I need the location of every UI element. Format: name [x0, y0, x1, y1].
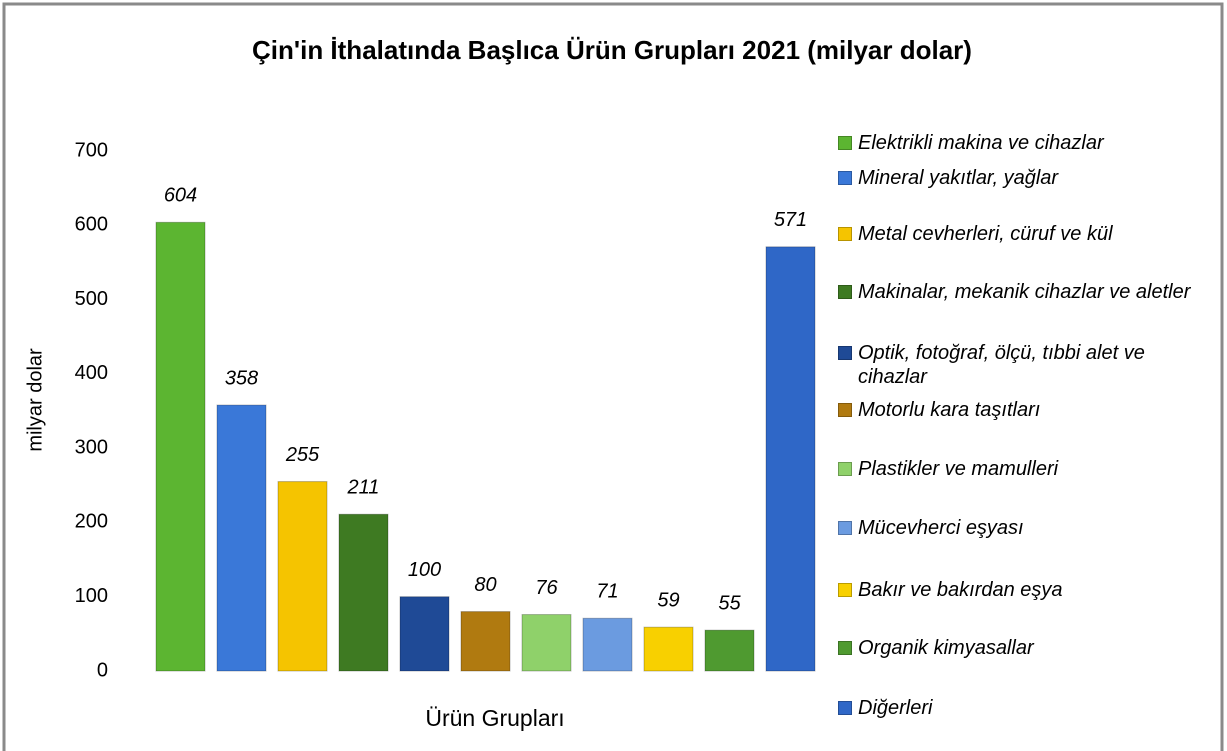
legend-swatch [838, 285, 852, 299]
bar [155, 221, 206, 672]
data-label: 55 [718, 592, 741, 614]
legend-swatch [838, 521, 852, 535]
legend-label: Diğerleri [858, 697, 933, 719]
legend-label: Metal cevherleri, cüruf ve kül [858, 223, 1113, 245]
data-label: 571 [774, 209, 807, 231]
y-tick-label: 600 [75, 214, 108, 236]
legend-swatch [838, 171, 852, 185]
data-label: 604 [164, 185, 197, 207]
data-label: 71 [596, 581, 618, 603]
legend-item: Diğerleri [838, 696, 1218, 720]
data-label: 76 [535, 577, 558, 599]
bar [765, 246, 816, 672]
bar [643, 626, 694, 672]
x-axis-label: Ürün Grupları [425, 705, 564, 731]
legend-swatch [838, 346, 852, 360]
legend-swatch [838, 583, 852, 597]
legend-label: Mücevherci eşyası [858, 517, 1024, 539]
data-label: 80 [474, 574, 496, 596]
y-axis-label: milyar dolar [24, 348, 46, 452]
data-label: 358 [225, 367, 258, 389]
legend-item: Elektrikli makina ve cihazlar [838, 131, 1218, 155]
legend-label: Bakır ve bakırdan eşya [858, 579, 1063, 601]
bar [521, 614, 572, 672]
legend-item: Bakır ve bakırdan eşya [838, 578, 1218, 602]
legend-swatch [838, 462, 852, 476]
bar [460, 611, 511, 672]
bar [399, 596, 450, 672]
legend-item: Plastikler ve mamulleri [838, 457, 1218, 481]
y-tick-label: 200 [75, 511, 108, 533]
bar [704, 629, 755, 672]
legend-item: Metal cevherleri, cüruf ve kül [838, 222, 1218, 246]
y-tick-label: 300 [75, 436, 108, 458]
legend-label: Optik, fotoğraf, ölçü, tıbbi alet ve cih… [858, 342, 1145, 388]
legend-item: Motorlu kara taşıtları [838, 398, 1218, 422]
legend-swatch [838, 641, 852, 655]
y-tick-label: 0 [97, 659, 108, 681]
y-tick-label: 400 [75, 362, 108, 384]
bar [582, 617, 633, 672]
bar [277, 481, 328, 672]
legend-label: Motorlu kara taşıtları [858, 399, 1041, 421]
legend-swatch [838, 701, 852, 715]
legend-swatch [838, 403, 852, 417]
bar [216, 404, 267, 672]
legend-label: Elektrikli makina ve cihazlar [858, 132, 1104, 154]
y-tick-label: 100 [75, 585, 108, 607]
legend-label: Organik kimyasallar [858, 637, 1034, 659]
data-label: 255 [285, 444, 320, 466]
y-tick-label: 500 [75, 288, 108, 310]
legend-item: Makinalar, mekanik cihazlar ve aletler [838, 280, 1218, 304]
data-label: 59 [657, 589, 679, 611]
legend-label: Mineral yakıtlar, yağlar [858, 167, 1059, 189]
legend-item: Organik kimyasallar [838, 636, 1218, 660]
legend-item: Mücevherci eşyası [838, 516, 1218, 540]
bar [338, 513, 389, 672]
y-tick-label: 700 [75, 139, 108, 161]
legend-item: Optik, fotoğraf, ölçü, tıbbi alet ve cih… [838, 341, 1218, 389]
chart-title: Çin'in İthalatında Başlıca Ürün Grupları… [252, 35, 972, 65]
legend-swatch [838, 227, 852, 241]
legend-item: Mineral yakıtlar, yağlar [838, 166, 1218, 190]
data-label: 100 [408, 559, 441, 581]
legend-label: Makinalar, mekanik cihazlar ve aletler [858, 281, 1191, 303]
legend-swatch [838, 136, 852, 150]
data-label: 211 [347, 477, 380, 499]
legend-label: Plastikler ve mamulleri [858, 458, 1059, 480]
